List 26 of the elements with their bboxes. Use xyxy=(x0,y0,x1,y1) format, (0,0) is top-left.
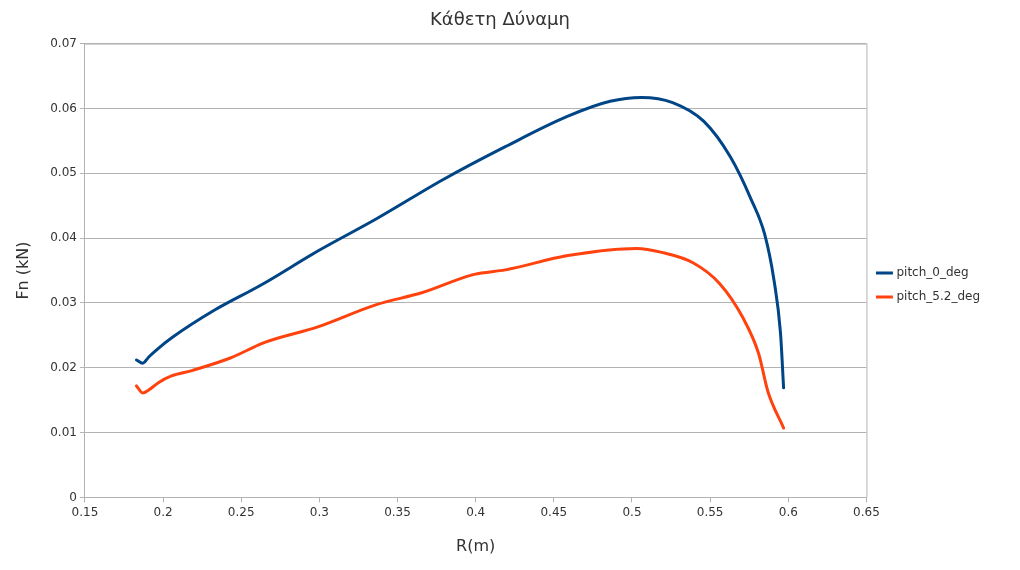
y-tick-label: 0.02 xyxy=(50,359,77,374)
x-tick-label: 0.6 xyxy=(778,504,798,519)
x-tick-label: 0.15 xyxy=(71,504,99,519)
chart-title: Κάθετη Δύναμη xyxy=(430,8,570,30)
x-tick-label: 0.45 xyxy=(540,504,568,519)
x-tick-label: 0.55 xyxy=(696,504,724,519)
x-tick-label: 0.3 xyxy=(309,504,329,519)
x-tick-label: 0.4 xyxy=(466,504,486,519)
x-tick-label: 0.25 xyxy=(227,504,255,519)
x-tick-label: 0.35 xyxy=(384,504,411,519)
line-series xyxy=(135,95,786,390)
y-axis-title: Fn (kN) xyxy=(12,241,32,300)
y-tick-label: 0.03 xyxy=(50,295,77,310)
y-tick-label: 0.05 xyxy=(50,165,77,180)
legend-label: pitch_5.2_deg xyxy=(896,289,980,304)
x-tick-label: 0.65 xyxy=(853,504,880,519)
x-tick-label: 0.5 xyxy=(622,504,642,519)
y-tick-label: 0.06 xyxy=(50,100,77,115)
legend-label: pitch_0_deg xyxy=(896,265,969,280)
y-tick-label: 0 xyxy=(69,489,77,504)
y-tick-label: 0.07 xyxy=(50,35,77,50)
x-tick-label: 0.2 xyxy=(153,504,173,519)
y-tick-label: 0.01 xyxy=(50,424,77,439)
x-axis-title: R(m) xyxy=(456,535,496,555)
line-series xyxy=(135,246,786,430)
y-tick-label: 0.04 xyxy=(50,230,77,245)
